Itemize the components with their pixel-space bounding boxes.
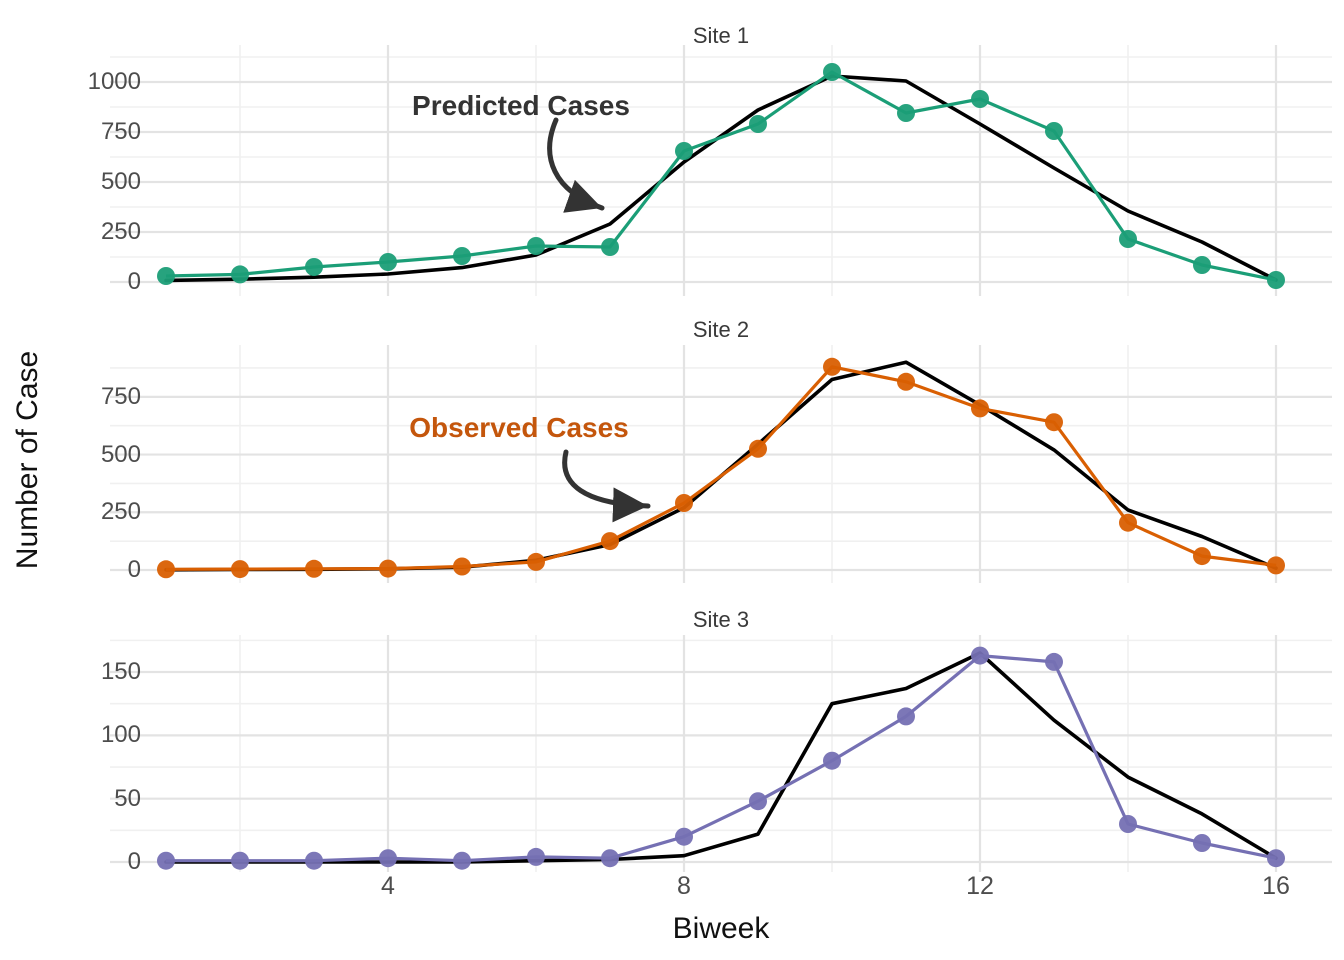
x-tick-label: 8 xyxy=(677,872,691,900)
observed-case-point xyxy=(157,267,175,285)
observed-case-point xyxy=(305,851,323,870)
observed-case-point xyxy=(1045,122,1063,140)
y-tick-label: 750 xyxy=(100,118,141,145)
y-tick-label: 0 xyxy=(127,848,141,875)
observed-case-point xyxy=(971,646,989,665)
observed-case-point xyxy=(897,372,915,391)
observed-case-point xyxy=(453,557,471,576)
y-tick-label: 0 xyxy=(127,268,141,295)
observed-case-point xyxy=(157,560,175,579)
observed-case-point xyxy=(675,827,693,846)
x-axis-title: Biweek xyxy=(672,912,770,945)
observed-case-point xyxy=(749,439,767,458)
y-tick-label: 100 xyxy=(100,721,141,749)
observed-case-point xyxy=(749,792,767,811)
observed-case-point xyxy=(231,851,249,870)
observed-case-point xyxy=(453,247,471,265)
annotation-arrow xyxy=(562,449,651,523)
observed-case-point xyxy=(823,357,841,376)
observed-case-point xyxy=(601,532,619,551)
x-tick-label: 12 xyxy=(966,872,994,900)
site3-plot-panel xyxy=(110,635,1332,872)
predicted-cases-line xyxy=(164,651,1278,864)
facet-title-site2: Site 2 xyxy=(692,317,750,342)
annotation-observed-cases: Observed Cases xyxy=(409,412,629,443)
observed-case-point xyxy=(527,847,545,866)
observed-case-point xyxy=(823,63,841,81)
observed-case-point xyxy=(1045,652,1063,671)
observed-case-point xyxy=(971,399,989,418)
y-tick-label: 1000 xyxy=(87,68,141,95)
observed-case-point xyxy=(1119,513,1137,532)
site2-plot-panel xyxy=(110,345,1332,583)
observed-cases-line xyxy=(165,70,1277,282)
predicted-cases-line xyxy=(164,360,1278,572)
observed-case-point xyxy=(675,494,693,512)
observed-case-point xyxy=(1267,849,1285,868)
y-tick-label: 50 xyxy=(114,784,141,812)
observed-case-point xyxy=(527,552,545,571)
site1-plot-panel xyxy=(110,45,1332,296)
x-tick-label: 16 xyxy=(1262,872,1290,900)
observed-case-point xyxy=(157,851,175,870)
observed-case-point xyxy=(231,265,249,284)
observed-case-point xyxy=(1267,271,1285,289)
observed-case-point xyxy=(601,849,619,868)
observed-case-point xyxy=(823,751,841,770)
observed-case-point xyxy=(675,142,693,160)
observed-case-point xyxy=(749,115,767,133)
y-tick-label: 250 xyxy=(100,498,141,526)
observed-cases-line xyxy=(166,654,1277,863)
observed-case-point xyxy=(305,258,323,276)
facet-title-site1: Site 1 xyxy=(692,23,750,48)
annotation-predicted-cases: Predicted Cases xyxy=(412,90,630,121)
observed-case-point xyxy=(1193,547,1211,566)
observed-case-point xyxy=(379,253,397,271)
observed-case-point xyxy=(1193,834,1211,852)
annotation-arrow xyxy=(547,117,605,213)
y-tick-label: 750 xyxy=(100,382,141,410)
observed-cases-line xyxy=(165,365,1277,571)
observed-case-point xyxy=(527,237,545,255)
y-tick-label: 0 xyxy=(127,556,141,583)
observed-case-point xyxy=(1193,256,1211,274)
y-tick-label: 250 xyxy=(100,218,141,245)
observed-case-point xyxy=(1045,413,1063,432)
observed-case-point xyxy=(453,851,471,870)
observed-case-point xyxy=(897,104,915,122)
observed-case-point xyxy=(601,238,619,256)
observed-case-point xyxy=(379,559,397,578)
facet-title-site3: Site 3 xyxy=(692,607,750,632)
observed-case-point xyxy=(1119,230,1137,248)
observed-case-point xyxy=(971,90,989,108)
y-axis-title: Number of Case xyxy=(11,350,44,570)
observed-case-point xyxy=(1119,815,1137,833)
observed-case-point xyxy=(305,559,323,578)
observed-case-point xyxy=(231,560,249,579)
observed-case-point xyxy=(379,849,397,868)
x-tick-label: 4 xyxy=(381,872,395,900)
observed-case-point xyxy=(1267,556,1285,575)
observed-case-point xyxy=(897,707,915,726)
y-tick-label: 500 xyxy=(100,168,141,195)
y-tick-label: 150 xyxy=(100,658,141,686)
y-tick-label: 500 xyxy=(100,440,141,468)
